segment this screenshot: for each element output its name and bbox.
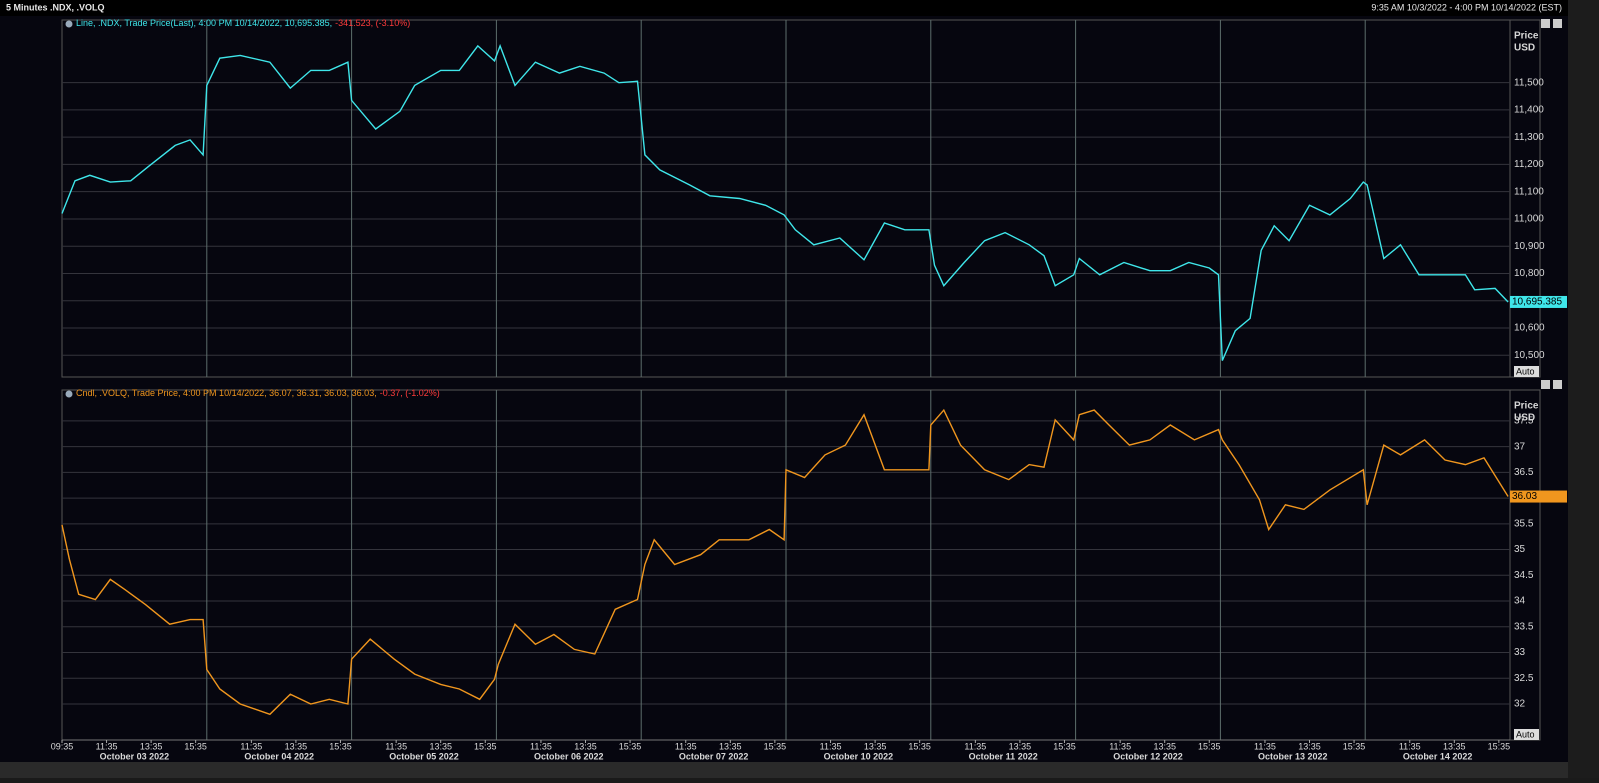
title: 5 Minutes .NDX, .VOLQ [6, 2, 105, 12]
y-tick-label: 10,800 [1514, 268, 1545, 279]
background [0, 0, 1568, 778]
x-tick-label: 15:35 [1053, 741, 1076, 751]
maximize-button[interactable] [1541, 380, 1550, 389]
y-tick-label: 11,100 [1514, 186, 1544, 197]
y-tick-label: 33.5 [1514, 621, 1534, 632]
date-label: October 05 2022 [389, 751, 459, 761]
x-tick-label: 15:35 [1198, 741, 1221, 751]
auto-button-label[interactable]: Auto [1516, 366, 1535, 376]
x-tick-label: 13:35 [429, 741, 452, 751]
price-line [61, 408, 1509, 716]
x-tick-label: 15:35 [1488, 741, 1511, 751]
x-tick-label: 11:35 [240, 741, 262, 751]
x-tick-label: 15:35 [184, 741, 207, 751]
legend-text: Cndl, .VOLQ, Trade Price, 4:00 PM 10/14/… [76, 388, 377, 398]
x-tick-label: 13:35 [1298, 741, 1321, 751]
auto-button-label[interactable]: Auto [1516, 729, 1535, 739]
x-tick-label: 11:35 [820, 741, 842, 751]
close-button[interactable] [1553, 19, 1562, 28]
date-label: October 07 2022 [679, 751, 749, 761]
bottom-strip [0, 762, 1568, 778]
x-tick-label: 15:35 [619, 741, 642, 751]
y-axis-unit: USD [1514, 43, 1535, 54]
y-tick-label: 11,400 [1514, 105, 1544, 116]
x-tick-label: 13:35 [1443, 741, 1466, 751]
auto-button[interactable] [1514, 729, 1539, 740]
date-label: October 10 2022 [824, 751, 894, 761]
x-tick-label: 15:35 [474, 741, 497, 751]
panel-frame [61, 19, 1541, 378]
y-tick-label: 34 [1514, 596, 1526, 607]
y-tick-label: 32 [1514, 699, 1526, 710]
legend-icon [65, 20, 73, 28]
panel-buttons[interactable] [1541, 19, 1562, 389]
y-tick-label: 11,000 [1514, 214, 1544, 225]
x-tick-label: 11:35 [385, 741, 407, 751]
legend-change: -341.523, (-3.10%) [335, 18, 410, 28]
x-tick-label: 11:35 [675, 741, 697, 751]
x-tick-label: 13:35 [140, 741, 163, 751]
y-tick-label: 10,900 [1514, 241, 1545, 252]
y-tick-label: 36.5 [1514, 467, 1534, 478]
y-tick-label: 37.5 [1514, 416, 1534, 427]
x-tick-label: 13:35 [574, 741, 597, 751]
auto-button[interactable] [1514, 366, 1539, 377]
x-tick-label: 11:35 [1254, 741, 1276, 751]
x-tick-label: 11:35 [530, 741, 552, 751]
date-label: October 11 2022 [969, 751, 1038, 761]
y-tick-label: 11,500 [1514, 77, 1544, 88]
date-range: 9:35 AM 10/3/2022 - 4:00 PM 10/14/2022 (… [1371, 2, 1562, 12]
date-label: October 03 2022 [100, 751, 170, 761]
y-tick-label: 37 [1514, 441, 1526, 452]
x-tick-label: 15:35 [329, 741, 352, 751]
last-value-box [1510, 490, 1567, 503]
y-tick-label: 35 [1514, 544, 1526, 555]
x-tick-label: 11:35 [96, 741, 118, 751]
x-tick-label: 11:35 [1399, 741, 1421, 751]
date-label: October 12 2022 [1113, 751, 1183, 761]
y-tick-label: 11,300 [1514, 132, 1544, 143]
y-axis-label: Price [1514, 31, 1539, 42]
y-tick-label: 35.5 [1514, 518, 1534, 529]
legend: Line, .NDX, Trade Price(Last), 4:00 PM 1… [76, 18, 410, 28]
last-value-box [1510, 295, 1567, 308]
y-tick-label: 34.5 [1514, 570, 1534, 581]
y-tick-label: 10,500 [1514, 350, 1545, 361]
close-button[interactable] [1553, 380, 1562, 389]
price-line [61, 43, 1509, 361]
date-label: October 13 2022 [1258, 751, 1328, 761]
side-strip [1568, 0, 1599, 778]
y-axis-label: Price [1514, 401, 1539, 412]
x-tick-label: 09:35 [51, 741, 74, 751]
y-tick-label: 33 [1514, 647, 1526, 658]
legend-change: -0.37, (-1.02%) [380, 388, 440, 398]
last-value-label: 10,695.385 [1512, 297, 1562, 308]
y-tick-label: 32.5 [1514, 673, 1534, 684]
legend-text: Line, .NDX, Trade Price(Last), 4:00 PM 1… [76, 18, 332, 28]
date-label: October 14 2022 [1403, 751, 1473, 761]
x-tick-label: 11:35 [1109, 741, 1131, 751]
last-value-label: 36.03 [1512, 491, 1537, 502]
legend-icon [65, 390, 73, 398]
y-tick-label: 11,200 [1514, 159, 1544, 170]
x-tick-label: 15:35 [764, 741, 787, 751]
x-tick-label: 13:35 [285, 741, 308, 751]
x-tick-label: 15:35 [1343, 741, 1366, 751]
x-tick-label: 15:35 [908, 741, 931, 751]
maximize-button[interactable] [1541, 19, 1550, 28]
x-tick-label: 11:35 [964, 741, 986, 751]
x-tick-label: 13:35 [864, 741, 887, 751]
date-label: October 06 2022 [534, 751, 604, 761]
x-tick-label: 13:35 [719, 741, 742, 751]
y-tick-label: 10,600 [1514, 323, 1545, 334]
y-axis-unit: USD [1514, 413, 1535, 424]
date-label: October 04 2022 [244, 751, 314, 761]
x-tick-label: 13:35 [1009, 741, 1032, 751]
legend: Cndl, .VOLQ, Trade Price, 4:00 PM 10/14/… [76, 388, 440, 398]
x-tick-label: 13:35 [1153, 741, 1176, 751]
title-bar [0, 0, 1568, 16]
